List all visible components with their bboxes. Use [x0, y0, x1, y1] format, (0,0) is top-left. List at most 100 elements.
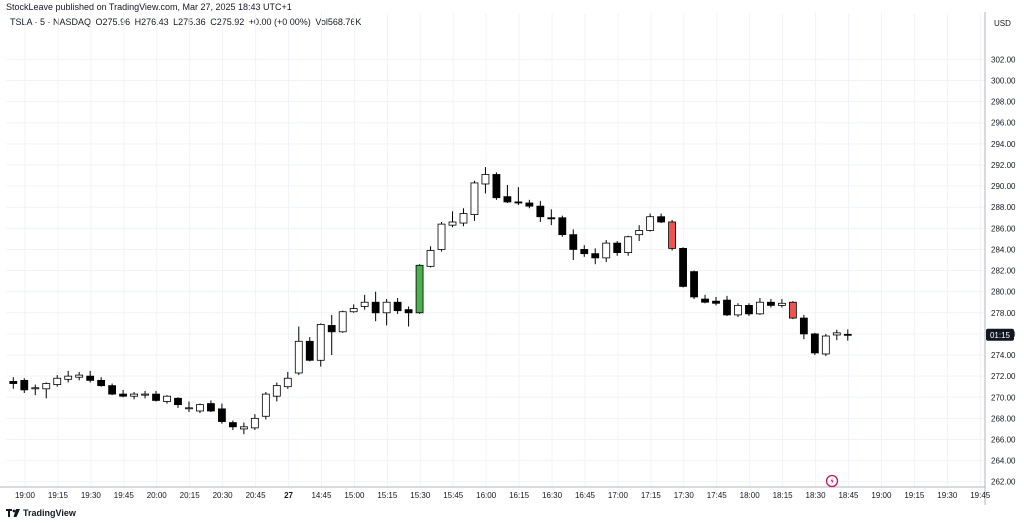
candle: [97, 377, 106, 387]
candle-body: [272, 385, 281, 397]
candle: [481, 167, 490, 194]
time-tick-label: 15:45: [443, 491, 464, 500]
price-tick-label: 298.00: [991, 98, 1016, 107]
price-tick-label: 274.00: [991, 351, 1016, 360]
time-tick-label: 16:15: [509, 491, 530, 500]
candle: [360, 294, 369, 310]
legend-high: H276.43: [134, 17, 169, 27]
price-axis[interactable]: 262.00 264.00 266.00 268.00 270.00 272.00 274.…: [991, 55, 1016, 486]
candle: [9, 377, 18, 389]
time-tick-label: 16:30: [542, 491, 563, 500]
candle: [261, 391, 270, 420]
candle: [349, 304, 358, 313]
price-tick-label: 300.00: [991, 77, 1016, 86]
candle-body: [404, 309, 413, 314]
candle: [525, 199, 534, 209]
candle: [185, 401, 193, 413]
candle: [492, 172, 501, 200]
candle: [832, 329, 841, 341]
last-price-label: 01:15: [990, 331, 1011, 340]
candle: [207, 400, 215, 413]
candle-body: [371, 301, 380, 314]
candle-body: [393, 301, 402, 312]
candle: [624, 235, 633, 256]
candle: [778, 299, 786, 308]
candle: [613, 240, 622, 256]
currency-label[interactable]: USD: [994, 19, 1011, 28]
candle-body: [437, 223, 446, 250]
candle: [393, 298, 402, 314]
candle: [514, 187, 523, 206]
candle-body: [31, 387, 40, 390]
legend-symbol[interactable]: TSLA · 5 · NASDAQ: [10, 17, 92, 27]
candle-body: [821, 335, 830, 355]
candle: [734, 303, 742, 318]
time-tick-label: 16:45: [575, 491, 596, 500]
price-tick-label: 288.00: [991, 203, 1016, 212]
candle-body: [547, 217, 556, 220]
time-tick-label: 19:00: [871, 491, 892, 500]
candle: [580, 245, 589, 257]
candle-body: [470, 182, 479, 216]
candle-body: [492, 174, 501, 199]
time-axis[interactable]: 19:00 19:15 19:30 19:45 20:00 20:15 20:30 20:45…: [15, 491, 991, 500]
candle: [657, 213, 666, 224]
candle: [767, 299, 775, 308]
candle-body: [745, 304, 753, 315]
candle-body: [239, 426, 248, 430]
candle-body: [778, 302, 786, 306]
candle: [382, 299, 391, 326]
grid-lines: [6, 13, 985, 487]
candle: [272, 382, 281, 402]
candle: [152, 390, 160, 402]
price-tick-label: 272.00: [991, 372, 1016, 381]
time-tick-label: 20:45: [246, 491, 267, 500]
candle: [503, 185, 512, 203]
price-tick-label: 302.00: [991, 55, 1016, 64]
candle-body: [668, 221, 676, 249]
price-tick-label: 294.00: [991, 140, 1016, 149]
candle-body: [624, 236, 633, 254]
candle-body: [503, 196, 512, 203]
time-tick-label: 19:30: [81, 491, 102, 500]
tradingview-brand: TradingView: [6, 508, 76, 519]
candle-body: [196, 404, 204, 412]
candle-body: [591, 253, 600, 259]
candle-body: [86, 375, 95, 381]
candle-body: [360, 301, 369, 307]
candle-body: [327, 325, 336, 333]
candle: [558, 215, 567, 237]
time-tick-label: 16:00: [476, 491, 497, 500]
replay-badge-icon[interactable]: [825, 474, 839, 493]
candle: [679, 247, 687, 288]
candle-body: [130, 393, 138, 397]
candle-body: [602, 242, 611, 259]
candle-body: [305, 340, 314, 361]
candle-body: [525, 202, 534, 207]
candle: [690, 270, 698, 300]
candle-body: [382, 301, 391, 314]
time-tick-label: 17:30: [674, 491, 695, 500]
candle-body: [514, 201, 523, 204]
price-tick-label: 290.00: [991, 182, 1016, 191]
candle-body: [207, 403, 215, 412]
candle-body: [459, 213, 468, 224]
time-tick-label: 17:45: [707, 491, 728, 500]
time-tick-label: 15:00: [344, 491, 365, 500]
candle-body: [810, 333, 819, 354]
candle: [218, 403, 226, 424]
time-tick-label: 19:45: [970, 491, 991, 500]
candle: [788, 301, 797, 320]
candle: [810, 332, 819, 356]
candle-body: [799, 317, 808, 335]
candle-body: [679, 247, 687, 287]
candle: [799, 314, 808, 340]
tradingview-logo-icon: [6, 508, 20, 519]
candle: [602, 239, 611, 263]
candle-body: [701, 298, 709, 303]
candle: [239, 422, 248, 435]
candle: [843, 329, 852, 341]
price-tick-label: 264.00: [991, 457, 1016, 466]
time-tick-label: 19:30: [937, 491, 958, 500]
